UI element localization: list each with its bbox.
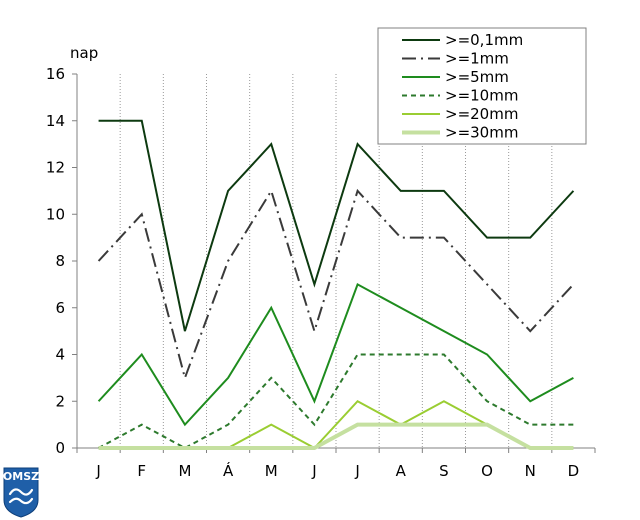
legend-entry: >=0,1mm [445, 31, 523, 49]
y-axis-label: nap [70, 44, 98, 62]
series-lines [97, 119, 575, 450]
x-tick-label: J [95, 462, 100, 480]
x-tick-label: M [265, 462, 278, 480]
x-tick-label: Á [223, 461, 234, 480]
x-tick-label: D [568, 462, 580, 480]
x-tick-label: J [354, 462, 359, 480]
y-tick-label: 12 [46, 159, 65, 177]
legend-entry: >=5mm [445, 68, 509, 86]
series-line-3 [97, 282, 574, 427]
logo-text: OMSZ [3, 470, 39, 483]
x-tick-label: N [525, 462, 536, 480]
series-line-2 [97, 188, 575, 382]
x-tick-label: A [396, 462, 407, 480]
legend-entry: >=30mm [445, 124, 518, 142]
omsz-logo: OMSZ [3, 467, 39, 518]
series-line-4 [98, 353, 574, 450]
x-tick-label: S [439, 462, 449, 480]
legend-entry: >=20mm [445, 105, 518, 123]
x-tick-label: M [178, 462, 191, 480]
legend-box [377, 27, 587, 145]
y-tick-label: 10 [46, 205, 65, 223]
logo-wave-icon [8, 488, 34, 505]
y-tick-label: 14 [46, 112, 65, 130]
y-tick-label: 0 [55, 439, 65, 457]
y-tick-label: 8 [55, 252, 65, 270]
series-line-6 [98, 422, 574, 450]
legend-entry: >=10mm [445, 87, 518, 105]
series-line-1 [98, 119, 575, 332]
x-tick-label: J [311, 462, 316, 480]
y-tick-label: 16 [46, 65, 65, 83]
x-tick-label: O [481, 462, 493, 480]
legend: >=0,1mm>=1mm>=5mm>=10mm>=20mm>=30mm [377, 27, 587, 145]
y-tick-labels: 0 2 4 6 8 10 12 14 16 [46, 65, 77, 457]
legend-entry: >=1mm [445, 50, 509, 68]
x-tick-label: F [137, 462, 146, 480]
y-tick-label: 6 [55, 299, 65, 317]
y-tick-label: 4 [55, 346, 65, 364]
y-tick-label: 2 [55, 392, 65, 410]
